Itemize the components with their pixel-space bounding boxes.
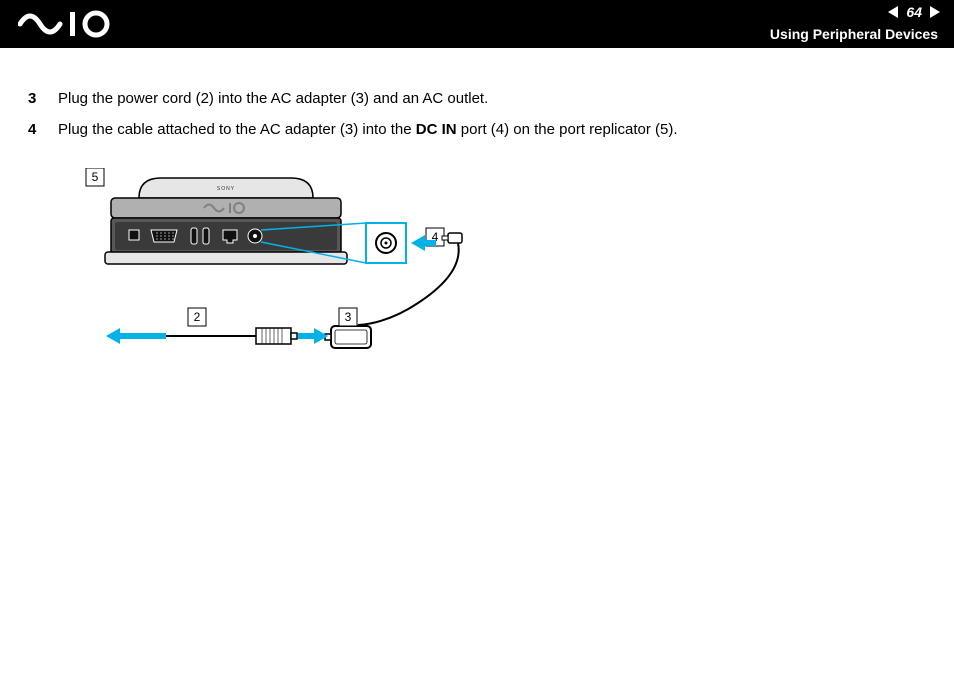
callout-2-label: 2	[194, 310, 201, 324]
ac-adapter	[331, 326, 371, 348]
page-nav: 64	[886, 4, 942, 20]
page-content: 3 Plug the power cord (2) into the AC ad…	[0, 48, 954, 433]
port-small	[129, 230, 139, 240]
step-3: 3 Plug the power cord (2) into the AC ad…	[28, 88, 926, 109]
replicator-tray	[111, 198, 341, 218]
sony-label: SONY	[217, 186, 235, 192]
power-plug	[256, 328, 291, 344]
diagram: SONY5432	[76, 168, 926, 393]
callout-3-label: 3	[345, 310, 352, 324]
next-page-icon[interactable]	[928, 5, 942, 19]
port-usb	[203, 228, 209, 244]
vaio-logo	[18, 10, 122, 43]
step-text: Plug the cable attached to the AC adapte…	[58, 119, 678, 140]
prev-page-icon[interactable]	[886, 5, 900, 19]
callout-5-label: 5	[92, 170, 99, 184]
step-4: 4 Plug the cable attached to the AC adap…	[28, 119, 926, 140]
page-number: 64	[906, 4, 922, 20]
step-number: 3	[28, 88, 42, 109]
port-usb	[191, 228, 197, 244]
header-bar: 64 Using Peripheral Devices	[0, 0, 954, 48]
step-number: 4	[28, 119, 42, 140]
step-text: Plug the power cord (2) into the AC adap…	[58, 88, 488, 109]
dc-plug	[448, 233, 462, 243]
section-title: Using Peripheral Devices	[770, 26, 938, 42]
